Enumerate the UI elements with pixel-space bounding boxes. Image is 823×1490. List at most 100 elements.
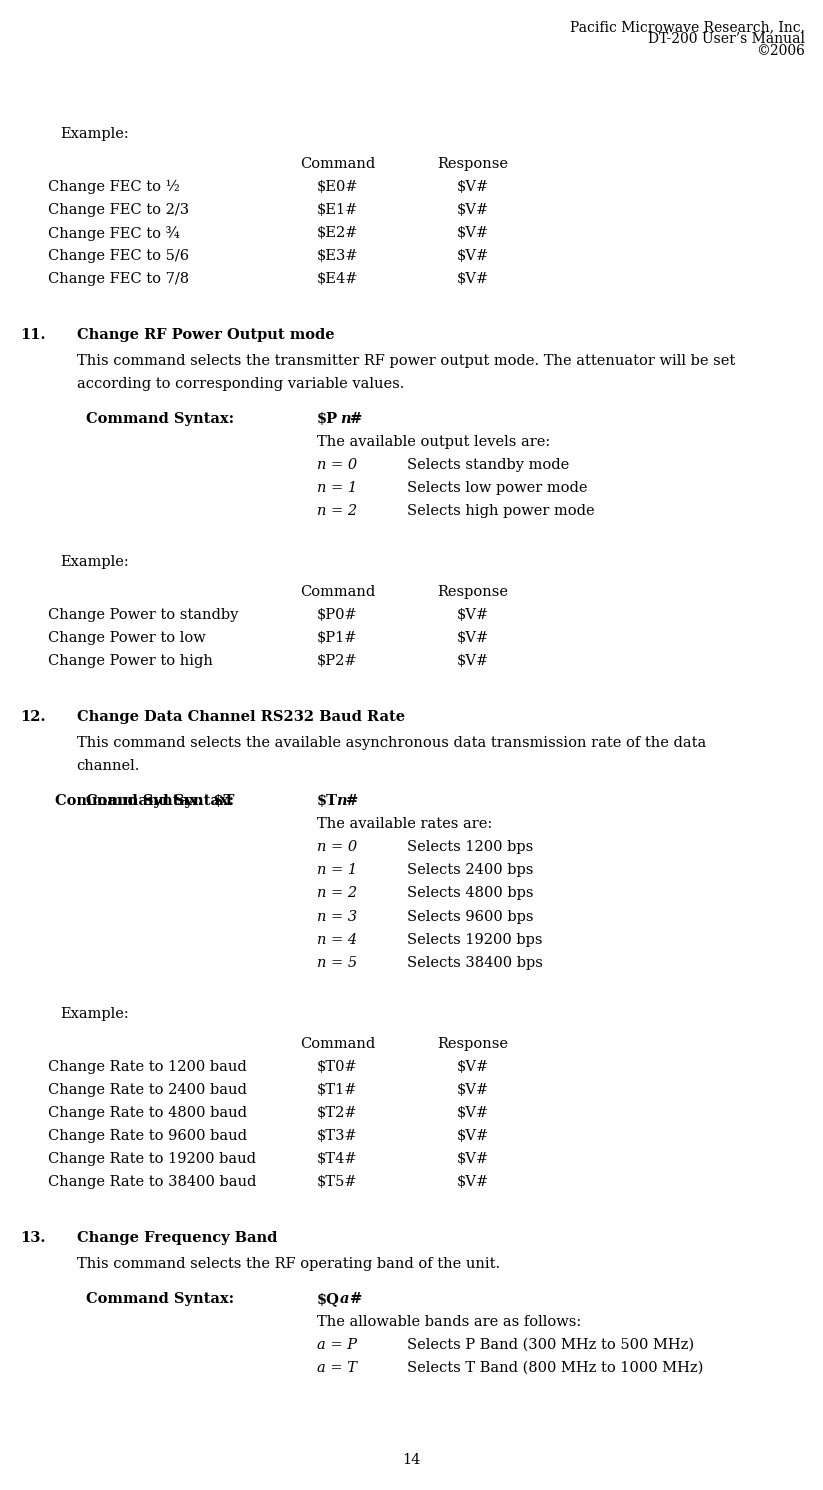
Text: Command: Command [300, 1037, 375, 1050]
Text: n: n [337, 794, 347, 808]
Text: $V#: $V# [457, 273, 490, 286]
Text: Command Syntax:  $T: Command Syntax: $T [55, 794, 235, 808]
Text: Example:: Example: [60, 1007, 129, 1021]
Text: The allowable bands are as follows:: The allowable bands are as follows: [317, 1314, 581, 1329]
Text: $V#: $V# [457, 1083, 490, 1097]
Text: $T0#: $T0# [317, 1059, 358, 1074]
Text: Change FEC to 7/8: Change FEC to 7/8 [48, 273, 188, 286]
Text: $V#: $V# [457, 632, 490, 645]
Text: Change Power to low: Change Power to low [48, 632, 206, 645]
Text: Selects 1200 bps: Selects 1200 bps [407, 840, 533, 854]
Text: Example:: Example: [60, 556, 129, 569]
Text: $V#: $V# [457, 180, 490, 194]
Text: Change Rate to 4800 baud: Change Rate to 4800 baud [48, 1106, 247, 1120]
Text: $V#: $V# [457, 1129, 490, 1143]
Text: $V#: $V# [457, 608, 490, 623]
Text: n: n [340, 411, 351, 426]
Text: $Q: $Q [317, 1292, 340, 1305]
Text: $V#: $V# [457, 1059, 490, 1074]
Text: according to corresponding variable values.: according to corresponding variable valu… [77, 377, 404, 392]
Text: $E1#: $E1# [317, 203, 358, 218]
Text: Selects standby mode: Selects standby mode [407, 457, 570, 472]
Text: n = 3: n = 3 [317, 909, 357, 924]
Text: DT-200 User’s Manual: DT-200 User’s Manual [648, 31, 805, 46]
Text: $E4#: $E4# [317, 273, 358, 286]
Text: Change Data Channel RS232 Baud Rate: Change Data Channel RS232 Baud Rate [77, 709, 405, 724]
Text: This command selects the available asynchronous data transmission rate of the da: This command selects the available async… [77, 736, 706, 751]
Text: Change Power to standby: Change Power to standby [48, 608, 238, 623]
Text: Command Syntax:: Command Syntax: [86, 1292, 235, 1305]
Text: $T2#: $T2# [317, 1106, 358, 1120]
Text: channel.: channel. [77, 760, 140, 773]
Text: The available output levels are:: The available output levels are: [317, 435, 550, 448]
Text: n = 1: n = 1 [317, 481, 357, 495]
Text: Change Rate to 2400 baud: Change Rate to 2400 baud [48, 1083, 247, 1097]
Text: $E3#: $E3# [317, 249, 358, 264]
Text: Response: Response [438, 586, 509, 599]
Text: $V#: $V# [457, 249, 490, 264]
Text: $P: $P [317, 411, 338, 426]
Text: 14: 14 [402, 1453, 421, 1466]
Text: This command selects the RF operating band of the unit.: This command selects the RF operating ba… [77, 1258, 500, 1271]
Text: Selects 38400 bps: Selects 38400 bps [407, 955, 543, 970]
Text: Change FEC to ¾: Change FEC to ¾ [48, 226, 179, 241]
Text: Selects 2400 bps: Selects 2400 bps [407, 863, 534, 878]
Text: Selects P Band (300 MHz to 500 MHz): Selects P Band (300 MHz to 500 MHz) [407, 1338, 695, 1351]
Text: 11.: 11. [21, 328, 46, 341]
Text: Selects low power mode: Selects low power mode [407, 481, 588, 495]
Text: #: # [346, 794, 358, 808]
Text: $P0#: $P0# [317, 608, 358, 623]
Text: #: # [350, 1292, 362, 1305]
Text: This command selects the transmitter RF power output mode. The attenuator will b: This command selects the transmitter RF … [77, 355, 735, 368]
Text: $V#: $V# [457, 226, 490, 240]
Text: $V#: $V# [457, 1152, 490, 1167]
Text: $P1#: $P1# [317, 632, 358, 645]
Text: Example:: Example: [60, 127, 129, 140]
Text: Selects T Band (800 MHz to 1000 MHz): Selects T Band (800 MHz to 1000 MHz) [407, 1360, 704, 1375]
Text: $T3#: $T3# [317, 1129, 358, 1143]
Text: Change Power to high: Change Power to high [48, 654, 212, 669]
Text: Command: Command [300, 586, 375, 599]
Text: $E0#: $E0# [317, 180, 358, 194]
Text: $E2#: $E2# [317, 226, 358, 240]
Text: #: # [350, 411, 362, 426]
Text: n = 4: n = 4 [317, 933, 357, 946]
Text: n = 2: n = 2 [317, 887, 357, 900]
Text: The available rates are:: The available rates are: [317, 817, 492, 831]
Text: Pacific Microwave Research, Inc.: Pacific Microwave Research, Inc. [570, 21, 805, 34]
Text: n = 0: n = 0 [317, 840, 357, 854]
Text: 12.: 12. [21, 709, 46, 724]
Text: n = 1: n = 1 [317, 863, 357, 878]
Text: n = 0: n = 0 [317, 457, 357, 472]
Text: Change Rate to 9600 baud: Change Rate to 9600 baud [48, 1129, 247, 1143]
Text: Response: Response [438, 1037, 509, 1050]
Text: Command Syntax:: Command Syntax: [86, 411, 235, 426]
Text: a = T: a = T [317, 1360, 357, 1375]
Text: Selects 9600 bps: Selects 9600 bps [407, 909, 534, 924]
Text: $P2#: $P2# [317, 654, 358, 669]
Text: Change Rate to 1200 baud: Change Rate to 1200 baud [48, 1059, 246, 1074]
Text: $T4#: $T4# [317, 1152, 358, 1167]
Text: n = 2: n = 2 [317, 504, 357, 519]
Text: Change FEC to ½: Change FEC to ½ [48, 180, 179, 194]
Text: Change FEC to 2/3: Change FEC to 2/3 [48, 203, 188, 218]
Text: Change Rate to 19200 baud: Change Rate to 19200 baud [48, 1152, 256, 1167]
Text: Change FEC to 5/6: Change FEC to 5/6 [48, 249, 188, 264]
Text: Response: Response [438, 156, 509, 171]
Text: Change Frequency Band: Change Frequency Band [77, 1231, 277, 1244]
Text: Change RF Power Output mode: Change RF Power Output mode [77, 328, 334, 341]
Text: $V#: $V# [457, 1106, 490, 1120]
Text: $T1#: $T1# [317, 1083, 358, 1097]
Text: a: a [340, 1292, 350, 1305]
Text: a = P: a = P [317, 1338, 357, 1351]
Text: $T5#: $T5# [317, 1176, 358, 1189]
Text: n = 5: n = 5 [317, 955, 357, 970]
Text: $T: $T [317, 794, 338, 808]
Text: 13.: 13. [21, 1231, 46, 1244]
Text: Selects high power mode: Selects high power mode [407, 504, 595, 519]
Text: $V#: $V# [457, 203, 490, 218]
Text: ©2006: ©2006 [756, 43, 805, 58]
Text: Command Syntax:: Command Syntax: [86, 794, 235, 808]
Text: Command: Command [300, 156, 375, 171]
Text: Selects 19200 bps: Selects 19200 bps [407, 933, 543, 946]
